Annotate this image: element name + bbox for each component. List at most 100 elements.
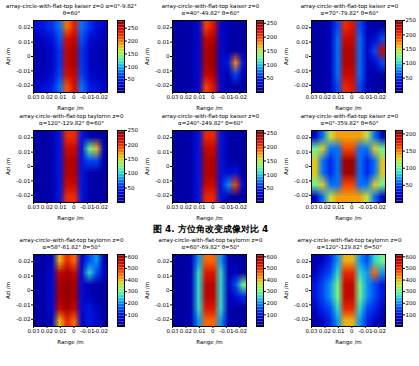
svg-text:0: 0	[27, 287, 31, 293]
svg-text:0.03: 0.03	[27, 94, 40, 100]
svg-text:Azi /m: Azi /m	[144, 48, 150, 65]
svg-text:0.01: 0.01	[18, 149, 30, 155]
svg-text:100: 100	[406, 60, 417, 66]
svg-text:Range /m: Range /m	[196, 215, 222, 222]
svg-text:Azi /m: Azi /m	[283, 158, 289, 175]
svg-text:0.01: 0.01	[193, 94, 205, 100]
svg-text:0.02: 0.02	[18, 134, 30, 140]
svg-text:0: 0	[350, 94, 354, 100]
svg-text:100: 100	[128, 312, 139, 318]
svg-text:400: 400	[128, 277, 139, 283]
svg-text:Range /m: Range /m	[196, 105, 222, 112]
svg-text:0.01: 0.01	[157, 149, 169, 155]
svg-text:0.02: 0.02	[180, 328, 192, 334]
svg-text:50: 50	[267, 185, 274, 191]
svg-text:0.02: 0.02	[157, 24, 169, 30]
svg-text:0.02: 0.02	[180, 94, 192, 100]
svg-text:300: 300	[128, 288, 139, 294]
svg-text:0: 0	[72, 204, 76, 210]
svg-text:200: 200	[267, 34, 278, 40]
svg-text:-0.01: -0.01	[16, 68, 30, 74]
svg-text:600: 600	[406, 254, 417, 260]
svg-text:Range /m: Range /m	[57, 105, 83, 112]
svg-text:0.01: 0.01	[296, 149, 308, 155]
svg-text:0.02: 0.02	[296, 258, 308, 264]
svg-text:-0.02: -0.02	[16, 316, 30, 322]
svg-text:150: 150	[128, 156, 139, 162]
svg-text:Azi /m: Azi /m	[144, 282, 150, 299]
svg-text:100: 100	[267, 312, 278, 318]
svg-text:-0.02: -0.02	[294, 192, 308, 198]
svg-text:200: 200	[267, 300, 278, 306]
svg-text:150: 150	[267, 48, 278, 54]
svg-text:0.02: 0.02	[41, 204, 53, 210]
svg-text:0: 0	[166, 287, 170, 293]
svg-text:Range /m: Range /m	[196, 339, 222, 346]
svg-text:0: 0	[72, 94, 76, 100]
svg-text:0.03: 0.03	[166, 204, 179, 210]
svg-text:0.02: 0.02	[296, 24, 308, 30]
svg-text:0.01: 0.01	[193, 328, 205, 334]
svg-text:400: 400	[406, 277, 417, 283]
svg-text:500: 500	[406, 265, 417, 271]
svg-text:0.02: 0.02	[41, 328, 53, 334]
svg-text:-0.02: -0.02	[155, 192, 169, 198]
svg-text:-0.02: -0.02	[16, 192, 30, 198]
svg-text:-0.02: -0.02	[372, 328, 386, 334]
svg-text:-0.01: -0.01	[16, 178, 30, 184]
svg-text:0.02: 0.02	[319, 94, 331, 100]
svg-text:0.01: 0.01	[18, 273, 30, 279]
svg-text:200: 200	[128, 38, 139, 44]
svg-text:0.02: 0.02	[41, 94, 53, 100]
svg-text:100: 100	[128, 64, 139, 70]
svg-text:0: 0	[350, 328, 354, 334]
svg-text:250: 250	[406, 17, 417, 23]
svg-text:0: 0	[211, 328, 215, 334]
svg-text:0: 0	[166, 163, 170, 169]
svg-text:Range /m: Range /m	[57, 215, 83, 222]
svg-text:0.01: 0.01	[193, 204, 205, 210]
svg-text:0.03: 0.03	[27, 204, 40, 210]
svg-text:100: 100	[267, 172, 278, 178]
svg-text:0.01: 0.01	[296, 273, 308, 279]
svg-text:0.01: 0.01	[157, 39, 169, 45]
svg-text:-0.02: -0.02	[233, 94, 247, 100]
svg-text:300: 300	[406, 288, 417, 294]
svg-text:200: 200	[128, 300, 139, 306]
svg-text:200: 200	[406, 300, 417, 306]
svg-text:0.02: 0.02	[180, 204, 192, 210]
svg-text:600: 600	[128, 254, 139, 260]
svg-text:0.02: 0.02	[157, 258, 169, 264]
svg-text:100: 100	[128, 170, 139, 176]
svg-text:100: 100	[406, 312, 417, 318]
svg-text:Azi /m: Azi /m	[5, 48, 11, 65]
svg-text:50: 50	[128, 185, 135, 191]
svg-text:-0.01: -0.01	[80, 204, 94, 210]
svg-text:0.01: 0.01	[296, 39, 308, 45]
svg-text:0: 0	[166, 53, 170, 59]
svg-text:300: 300	[267, 288, 278, 294]
svg-text:0.03: 0.03	[305, 204, 318, 210]
svg-text:0.01: 0.01	[332, 94, 344, 100]
svg-text:Azi /m: Azi /m	[144, 158, 150, 175]
svg-text:Azi /m: Azi /m	[5, 158, 11, 175]
svg-text:-0.02: -0.02	[94, 94, 108, 100]
svg-text:0.03: 0.03	[166, 328, 179, 334]
svg-text:400: 400	[267, 277, 278, 283]
svg-text:-0.02: -0.02	[155, 82, 169, 88]
svg-text:50: 50	[406, 182, 413, 188]
svg-text:150: 150	[267, 158, 278, 164]
svg-text:0.02: 0.02	[18, 258, 30, 264]
svg-text:200: 200	[128, 142, 139, 148]
svg-text:0.03: 0.03	[27, 328, 40, 334]
svg-text:-0.02: -0.02	[94, 204, 108, 210]
svg-text:0.01: 0.01	[157, 273, 169, 279]
svg-text:Azi /m: Azi /m	[283, 48, 289, 65]
svg-text:0.02: 0.02	[319, 204, 331, 210]
svg-text:0: 0	[72, 328, 76, 334]
svg-text:0: 0	[305, 53, 309, 59]
svg-text:-0.01: -0.01	[155, 302, 169, 308]
svg-text:-0.01: -0.01	[358, 94, 372, 100]
svg-text:-0.02: -0.02	[372, 94, 386, 100]
svg-text:0.01: 0.01	[54, 328, 66, 334]
